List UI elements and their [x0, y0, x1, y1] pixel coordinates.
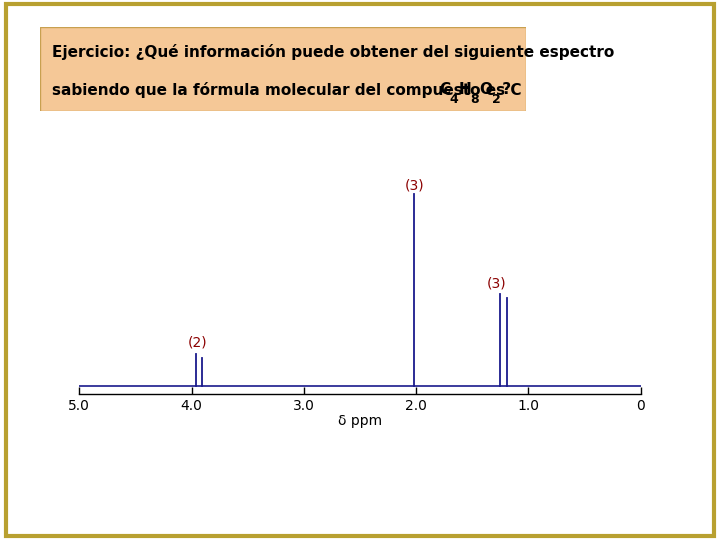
Text: (3): (3) [487, 276, 507, 290]
Text: (2): (2) [188, 336, 208, 350]
Text: H: H [459, 82, 472, 97]
Text: 8: 8 [471, 93, 480, 106]
Text: ?: ? [498, 82, 511, 97]
Text: 2: 2 [492, 93, 500, 106]
Text: C: C [439, 82, 450, 97]
X-axis label: δ ppm: δ ppm [338, 415, 382, 428]
Text: Ejercicio: ¿Qué información puede obtener del siguiente espectro: Ejercicio: ¿Qué información puede obtene… [52, 44, 614, 60]
Text: sabiendo que la fórmula molecular del compuesto es C: sabiendo que la fórmula molecular del co… [52, 82, 521, 98]
Text: 4: 4 [450, 93, 459, 106]
Text: (3): (3) [405, 178, 425, 192]
FancyBboxPatch shape [40, 27, 526, 111]
Text: O: O [479, 82, 492, 97]
